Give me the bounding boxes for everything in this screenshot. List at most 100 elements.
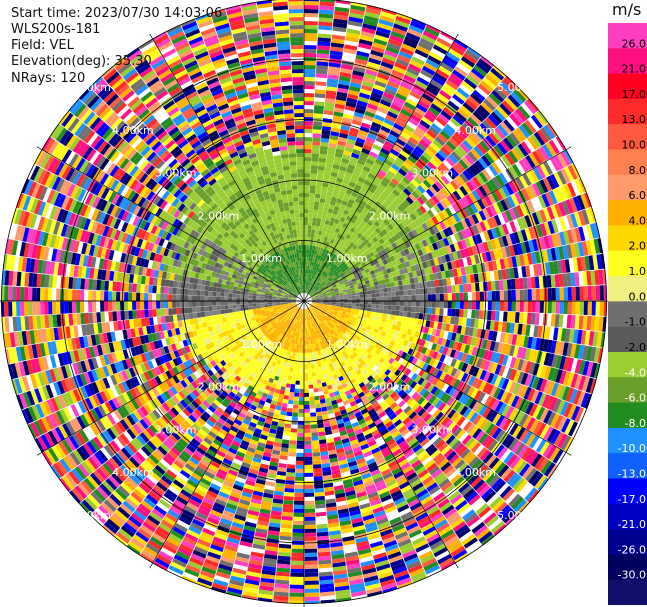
velocity-cell xyxy=(370,311,376,316)
velocity-cell xyxy=(383,287,388,293)
velocity-cell xyxy=(304,229,308,234)
velocity-cell xyxy=(360,31,375,39)
velocity-cell xyxy=(304,552,318,557)
velocity-cell xyxy=(340,67,353,74)
velocity-cell xyxy=(562,455,575,471)
velocity-cell xyxy=(320,260,324,266)
velocity-cell xyxy=(467,283,472,292)
velocity-cell xyxy=(390,286,396,292)
velocity-cell xyxy=(300,364,304,369)
velocity-cell xyxy=(330,171,338,178)
velocity-cell xyxy=(289,391,295,397)
velocity-cell xyxy=(323,253,328,259)
velocity-cell xyxy=(375,289,380,294)
velocity-cell xyxy=(296,368,301,373)
velocity-cell xyxy=(318,259,322,265)
velocity-cell xyxy=(290,432,298,437)
velocity-cell xyxy=(347,301,352,304)
velocity-cell xyxy=(304,117,314,122)
velocity-cell xyxy=(331,123,341,129)
velocity-cell xyxy=(379,288,384,293)
velocity-cell xyxy=(304,25,318,30)
velocity-cell xyxy=(447,285,452,294)
velocity-cell xyxy=(363,76,376,84)
velocity-cell xyxy=(352,170,361,177)
velocity-cell xyxy=(294,388,300,393)
velocity-cell xyxy=(322,126,332,131)
velocity-cell xyxy=(444,567,460,579)
velocity-cell xyxy=(318,243,323,248)
velocity-cell xyxy=(304,265,306,269)
velocity-cell xyxy=(367,307,372,312)
velocity-cell xyxy=(388,76,401,86)
velocity-cell xyxy=(291,416,298,421)
velocity-cell xyxy=(256,601,273,604)
velocity-cell xyxy=(290,568,304,573)
velocity-cell xyxy=(359,173,368,180)
velocity-cell xyxy=(331,168,339,174)
velocity-cell xyxy=(304,165,311,170)
velocity-cell xyxy=(523,289,528,301)
velocity-cell xyxy=(294,356,299,361)
velocity-cell xyxy=(321,257,326,262)
velocity-cell xyxy=(387,296,392,301)
velocity-cell xyxy=(292,368,297,373)
velocity-cell xyxy=(314,363,319,369)
velocity-cell xyxy=(301,352,304,357)
velocity-cell xyxy=(451,293,456,301)
velocity-cell xyxy=(410,312,416,319)
velocity-cell xyxy=(479,310,484,320)
velocity-cell xyxy=(281,515,293,521)
velocity-cell xyxy=(305,265,308,270)
velocity-cell xyxy=(304,333,306,337)
velocity-cell xyxy=(291,424,298,429)
velocity-cell xyxy=(451,301,456,309)
velocity-cell xyxy=(305,273,307,278)
velocity-cell xyxy=(495,301,500,311)
velocity-cell xyxy=(309,400,315,405)
velocity-cell xyxy=(487,301,492,311)
velocity-cell xyxy=(345,36,359,43)
velocity-cell xyxy=(304,492,315,497)
velocity-cell xyxy=(304,289,306,294)
velocity-cell xyxy=(305,293,308,298)
velocity-cell xyxy=(344,171,353,178)
velocity-cell xyxy=(346,202,353,209)
velocity-cell xyxy=(499,301,504,311)
velocity-cell xyxy=(316,411,323,417)
velocity-cell xyxy=(351,292,356,296)
velocity-cell xyxy=(319,222,325,228)
velocity-cell xyxy=(306,348,310,353)
velocity-cell xyxy=(304,444,312,449)
velocity-cell xyxy=(304,337,307,341)
velocity-cell xyxy=(304,261,306,265)
velocity-cell xyxy=(487,281,492,291)
velocity-cell xyxy=(304,125,313,130)
velocity-cell xyxy=(382,121,393,130)
velocity-cell xyxy=(314,229,319,235)
velocity-cell xyxy=(339,203,347,210)
velocity-cell xyxy=(324,106,335,112)
velocity-cell xyxy=(316,53,330,59)
velocity-cell xyxy=(326,154,335,161)
velocity-cell xyxy=(304,364,308,369)
velocity-cell xyxy=(380,99,392,108)
velocity-cell xyxy=(338,169,346,176)
velocity-cell xyxy=(383,292,388,297)
velocity-cell xyxy=(321,129,331,135)
velocity-cell xyxy=(304,568,319,573)
velocity-cell xyxy=(308,281,311,286)
velocity-cell xyxy=(311,221,317,226)
velocity-cell xyxy=(304,73,316,78)
velocity-cell xyxy=(312,213,318,218)
velocity-cell xyxy=(379,65,393,73)
velocity-cell xyxy=(315,222,321,227)
velocity-cell xyxy=(319,202,325,207)
velocity-cell xyxy=(316,181,323,187)
velocity-cell xyxy=(330,42,344,48)
velocity-cell xyxy=(343,303,348,306)
velocity-cell xyxy=(487,310,492,321)
velocity-cell xyxy=(370,286,376,291)
velocity-cell xyxy=(332,164,340,170)
velocity-cell xyxy=(314,250,318,255)
